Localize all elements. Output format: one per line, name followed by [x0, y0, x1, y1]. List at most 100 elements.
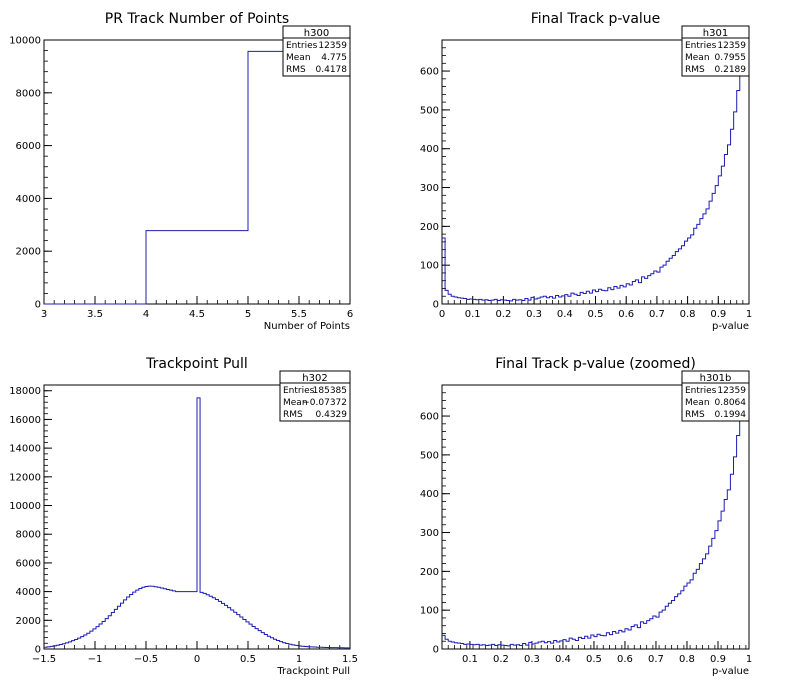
x-tick-label: 0.5	[240, 654, 256, 665]
x-tick-label: 0.3	[526, 309, 542, 320]
stats-row-label: Mean	[685, 398, 710, 408]
y-tick-label: 6000	[16, 558, 41, 569]
stats-row-label: RMS	[685, 65, 705, 75]
stats-row-value: 185385	[313, 386, 347, 396]
y-tick-label: 400	[420, 144, 439, 155]
stats-box: h301 Entries 12359 Mean 0.7955 RMS 0.2189	[681, 25, 750, 77]
x-tick-label: 0.9	[710, 309, 726, 320]
stats-box-frame	[279, 370, 351, 422]
plot-frame	[441, 384, 750, 650]
stats-row-value: 0.2189	[715, 65, 747, 75]
x-tick-label: −1	[88, 654, 103, 665]
x-tick-label: 0.1	[465, 309, 481, 320]
y-tick-label: 10000	[9, 501, 41, 512]
y-tick-label: 4000	[16, 587, 41, 598]
stats-row-label: Mean	[685, 53, 710, 63]
x-tick-label: 0.6	[618, 309, 634, 320]
stats-row-value: 12359	[717, 41, 746, 51]
x-tick-label: 0.3	[524, 654, 540, 665]
x-axis-label: Number of Points	[264, 321, 350, 332]
stats-box-frame	[681, 25, 750, 77]
y-tick-label: 2000	[16, 616, 41, 627]
x-tick-label: 4.5	[189, 309, 205, 320]
y-tick-label: 6000	[16, 141, 41, 152]
pad-trackpoint-pull: Trackpoint Pull −1.5 −1 −0.5 0 0.5 1 1.5 0 2000 40…	[9, 356, 358, 677]
stats-row-label: Entries	[685, 41, 717, 51]
x-tick-label: 3	[41, 309, 47, 320]
x-axis-label: p-value	[712, 321, 749, 332]
histogram-line	[44, 397, 350, 649]
y-tick-label: 500	[420, 105, 439, 116]
x-tick-label: −0.5	[134, 654, 158, 665]
pad-pr-track-points: PR Track Number of Points 3 3.5 4 4.5 5 5.5 6 0 2…	[9, 11, 353, 332]
stats-row-value: 0.7955	[715, 53, 747, 63]
x-tick-label: 4	[143, 309, 149, 320]
stats-box-frame	[282, 25, 351, 77]
x-tick-label: 0.7	[649, 309, 665, 320]
chart-title: Final Track p-value (zoomed)	[495, 356, 696, 372]
y-tick-label: 100	[420, 261, 439, 272]
stats-row-label: RMS	[283, 410, 303, 420]
stats-box: h301b Entries 12359 Mean 0.8064 RMS 0.1994	[681, 370, 750, 422]
y-tick-label: 300	[420, 528, 439, 539]
chart-title: Trackpoint Pull	[145, 356, 248, 372]
stats-row-value: 0.8064	[715, 398, 747, 408]
chart-title: PR Track Number of Points	[105, 11, 289, 27]
x-tick-label: 0.4	[557, 309, 573, 320]
stats-row-label: Entries	[283, 386, 315, 396]
x-axis-label: p-value	[712, 666, 749, 677]
stats-row-value: 12359	[717, 386, 746, 396]
x-tick-label: 0.5	[588, 309, 604, 320]
stats-box: h300 Entries 12359 Mean 4.775 RMS 0.4178	[282, 25, 351, 77]
y-tick-label: 16000	[9, 415, 41, 426]
y-tick-label: 0	[433, 300, 439, 311]
x-tick-label: 0	[439, 309, 445, 320]
plot-frame	[43, 39, 351, 305]
y-tick-label: 0	[35, 645, 41, 656]
pad-final-track-pvalue-zoomed: Final Track p-value (zoomed) 0.1 0.2 0.3 0.4…	[420, 356, 752, 677]
y-tick-label: 200	[420, 222, 439, 233]
y-tick-label: 10000	[9, 36, 41, 47]
stats-row-label: Entries	[685, 386, 717, 396]
stats-box-frame	[681, 370, 750, 422]
stats-row-label: Mean	[286, 53, 311, 63]
x-tick-label: 5.5	[291, 309, 307, 320]
x-tick-label: 1	[746, 654, 752, 665]
x-tick-label: 0.9	[710, 654, 726, 665]
y-tick-label: 8000	[16, 88, 41, 99]
stats-histogram-name: h301	[703, 28, 728, 39]
y-tick-label: 0	[433, 645, 439, 656]
x-tick-label: 0.8	[680, 309, 696, 320]
y-tick-label: 18000	[9, 386, 41, 397]
stats-histogram-name: h301b	[700, 373, 732, 384]
x-tick-label: 0.6	[617, 654, 633, 665]
stats-histogram-name: h300	[304, 28, 329, 39]
y-tick-label: 600	[420, 67, 439, 78]
y-tick-label: 100	[420, 606, 439, 617]
y-tick-label: 500	[420, 450, 439, 461]
stats-row-label: RMS	[685, 410, 705, 420]
stats-histogram-name: h302	[302, 373, 327, 384]
x-tick-label: 0.7	[648, 654, 664, 665]
pad-final-track-pvalue: Final Track p-value 0 0.1 0.2 0.3 0.4 0.5 0.6 0.…	[420, 11, 752, 332]
x-tick-label: 0.4	[555, 654, 571, 665]
stats-row-label: Mean	[283, 398, 308, 408]
stats-row-value: 0.4329	[316, 410, 348, 420]
x-tick-label: 0.2	[493, 654, 509, 665]
x-axis-label: Trackpoint Pull	[276, 666, 350, 677]
stats-row-value: 4.775	[321, 53, 347, 63]
y-tick-label: 200	[420, 567, 439, 578]
x-tick-label: 0.1	[462, 654, 478, 665]
y-tick-label: 0	[35, 300, 41, 311]
y-tick-label: 400	[420, 489, 439, 500]
x-tick-label: 0	[194, 654, 200, 665]
stats-row-label: Entries	[286, 41, 318, 51]
y-tick-label: 2000	[16, 247, 41, 258]
y-tick-label: 300	[420, 183, 439, 194]
x-tick-label: 6	[347, 309, 353, 320]
plot-frame	[441, 39, 750, 305]
histogram-line	[44, 50, 350, 305]
y-tick-label: 14000	[9, 444, 41, 455]
